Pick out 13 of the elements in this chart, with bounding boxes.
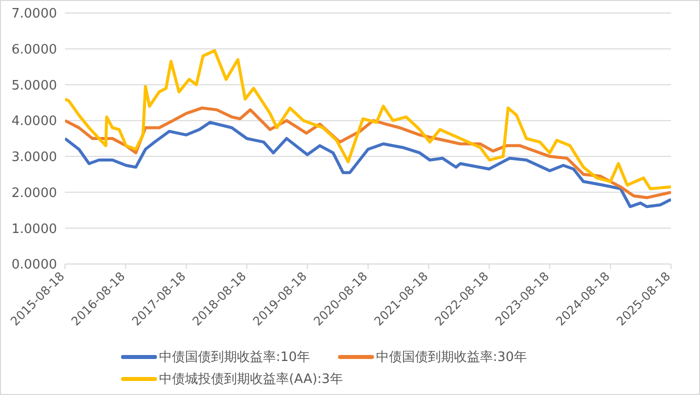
y-tick-label: 0.0000 [12,258,57,273]
y-tick-label: 5.0000 [12,78,57,94]
y-tick-label: 7.0000 [12,6,57,22]
y-tick-label: 4.0000 [12,114,57,130]
legend-label: 中债城投债到期收益率(AA):3年 [159,371,343,388]
y-tick-label: 3.0000 [12,150,57,166]
legend-label: 中债国债到期收益率:30年 [376,349,527,366]
y-tick-label: 6.0000 [12,42,57,58]
y-tick-label: 1.0000 [12,222,57,237]
y-tick-label: 2.0000 [12,186,57,201]
line-series [65,120,671,208]
line-series [65,49,671,190]
legend-label: 中债国债到期收益率:10年 [159,349,310,366]
